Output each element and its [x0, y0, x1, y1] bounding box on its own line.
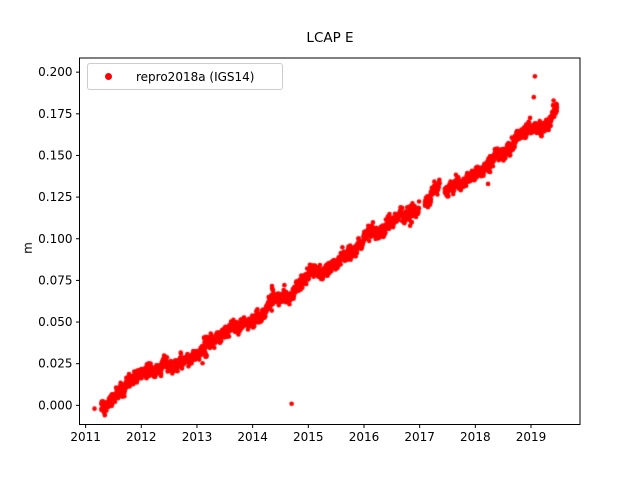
y-axis-label: m	[20, 242, 35, 254]
legend-label: repro2018a (IGS14)	[136, 69, 255, 84]
chart-title: LCAP E	[306, 30, 354, 46]
legend: repro2018a (IGS14)	[87, 63, 283, 90]
legend-red-dot-icon	[105, 73, 112, 80]
